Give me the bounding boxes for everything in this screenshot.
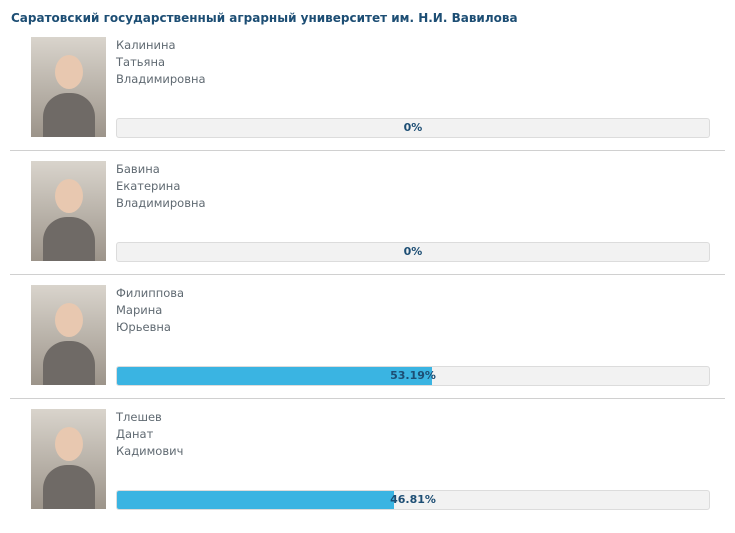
photo [31,409,106,509]
photo-body [43,341,95,385]
percent-label: 0% [403,121,423,134]
percent-label: 46.81% [390,493,436,506]
name-line: Бавина [116,162,160,176]
photo-body [43,217,95,261]
percent-label: 0% [403,245,423,258]
progress-bar: 53.19% [116,366,710,386]
photo [31,161,106,261]
candidate-row: Тлешев Данат Кадимович 46.81% [0,409,735,533]
candidate-row: Филиппова Марина Юрьевна 53.19% [0,285,735,409]
name-line: Екатерина [116,179,181,193]
name-line: Калинина [116,38,176,52]
candidate-row: Бавина Екатерина Владимировна 0% [0,161,735,285]
title: Саратовский государственный аграрный уни… [11,11,518,25]
name-line: Филиппова [116,286,185,300]
name-line: Юрьевна [116,320,171,334]
separator [10,150,725,151]
name-line: Тлешев [116,410,162,424]
separator [10,398,725,399]
photo-head [55,55,83,89]
photo-head [55,427,83,461]
photo [31,37,106,137]
photo-head [55,303,83,337]
name-line: Татьяна [116,55,166,69]
name-line: Владимировна [116,72,206,86]
photo [31,285,106,385]
separator [10,274,725,275]
page: Саратовский государственный аграрный уни… [0,11,735,510]
progress-bar: 46.81% [116,490,710,510]
photo-head [55,179,83,213]
progress-bar: 0% [116,118,710,138]
percent-label: 53.19% [390,369,436,382]
progress-fill [117,367,432,385]
progress-bar: 0% [116,242,710,262]
name-line: Марина [116,303,163,317]
name-line: Кадимович [116,444,184,458]
photo-body [43,465,95,509]
candidate-row: Калинина Татьяна Владимировна 0% [0,37,735,161]
progress-fill [117,491,395,509]
name-line: Данат [116,427,154,441]
photo-body [43,93,95,137]
name-line: Владимировна [116,196,206,210]
